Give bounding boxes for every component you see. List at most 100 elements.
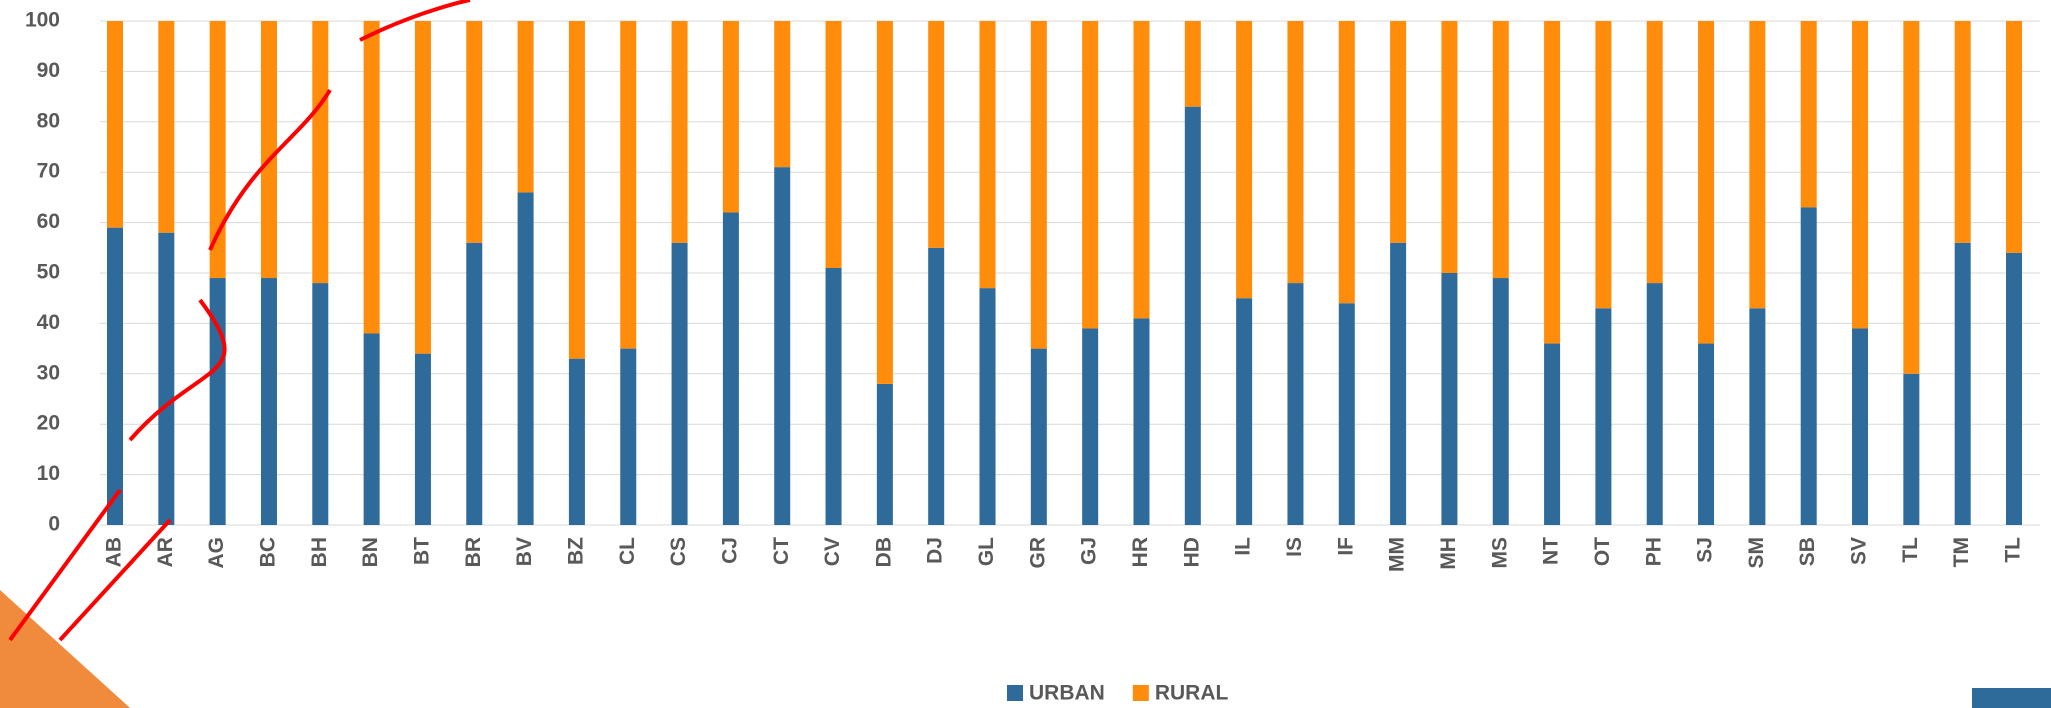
bar-segment [2006,21,2022,253]
y-tick-label: 60 [37,210,60,233]
bar-segment [979,21,996,289]
bar-segment [1954,21,1971,243]
bar-segment [1082,21,1099,329]
bar-segment [1698,21,1715,344]
bar-segment [466,21,483,243]
handwritten-annotation [8,0,471,642]
x-tick-label: CJ [718,537,741,564]
x-tick-label: GJ [1078,537,1101,565]
bar-segment [1903,373,1920,525]
bar-segment [979,288,996,525]
bar-segment [1338,21,1355,304]
x-tick-label: IF [1334,537,1357,556]
bar-segment [722,21,739,213]
bar-segment [1030,348,1047,525]
grid [100,20,2040,526]
bar-segment [1749,21,1766,309]
x-tick-label: SJ [1694,537,1717,563]
bar-segment [671,21,688,243]
x-tick-label: GL [975,537,998,566]
x-tick-label: BC [257,537,280,567]
bar-segment [825,267,842,525]
y-tick-label: 70 [37,160,60,183]
x-tick-label: DB [872,537,895,567]
bar-segment [517,192,534,526]
bar-segment [363,21,380,334]
bar-segment [1236,298,1253,525]
bar-segment [363,333,380,525]
x-tick-label: HD [1180,537,1203,567]
x-tick-label: TL [2002,537,2025,563]
bar-segment [312,21,329,284]
bar-segment [1390,242,1407,525]
bar-segment [260,278,277,525]
x-tick-label: NT [1540,537,1563,565]
bar-segment [1852,21,1869,329]
y-tick-label: 30 [37,361,60,384]
y-tick-label: 80 [37,109,60,132]
bar-segment [1441,273,1458,525]
bar-segment [722,212,739,525]
bar-segment [774,167,791,525]
x-tick-label: AR [154,537,177,567]
bar-segment [1800,207,1817,526]
legend-label: URBAN [1029,682,1105,705]
x-tick-label: CL [616,537,639,565]
bar-segment [825,21,842,268]
bar-segment [2006,252,2022,525]
x-tick-label: MM [1386,537,1409,572]
bar-segment [1492,21,1509,279]
bar-segment [928,247,945,526]
corner-decoration [1972,688,2051,708]
x-tick-label: SB [1796,537,1819,566]
bar-segment [517,21,534,193]
bar-segment [209,21,226,279]
bar-segment [1595,308,1612,525]
bar-segment [1338,303,1355,525]
x-tick-label: BN [359,537,382,567]
x-tick-label: IS [1283,537,1306,557]
x-tick-label: OT [1591,537,1614,566]
bar-segment [1133,318,1150,525]
bar-segment [876,383,893,525]
x-tick-label: TL [1899,537,1922,563]
bar-segment [107,227,123,525]
y-tick-label: 0 [48,513,60,536]
x-tick-label: SV [1848,537,1871,565]
bar-segment [620,348,637,525]
bar-segment [312,283,329,525]
y-tick-label: 90 [37,59,60,82]
bar-segment [1030,21,1047,349]
bar-segment [1749,308,1766,525]
bar-segment [1082,328,1099,525]
x-tick-label: MS [1488,537,1511,569]
x-tick-label: IL [1232,537,1255,556]
bar-segment [1287,283,1304,525]
bar-segment [1390,21,1407,243]
legend-swatch [1007,685,1023,701]
bar-segment [1646,283,1663,525]
bar-segment [158,21,175,233]
bar-segment [260,21,277,279]
x-tick-label: GR [1026,537,1049,569]
x-tick-label: BH [308,537,331,567]
bar-segment [1184,106,1201,526]
bar-segment [414,21,431,354]
y-tick-label: 10 [37,462,60,485]
x-tick-label: BV [513,537,536,566]
bar-segment [928,21,945,248]
x-tick-label: AG [205,537,228,569]
x-tick-label: AB [103,537,126,567]
bar-segment [568,358,585,525]
x-tick-label: CS [667,537,690,566]
bar-segment [1646,21,1663,284]
bar-segment [1544,343,1561,525]
x-tick-label: BR [462,537,485,567]
x-tick-label: CV [821,537,844,566]
x-tick-label: SM [1745,537,1768,569]
bar-segment [158,232,175,525]
bar-segment [1287,21,1304,284]
bar-segment [671,242,688,525]
bar-segment [1954,242,1971,525]
